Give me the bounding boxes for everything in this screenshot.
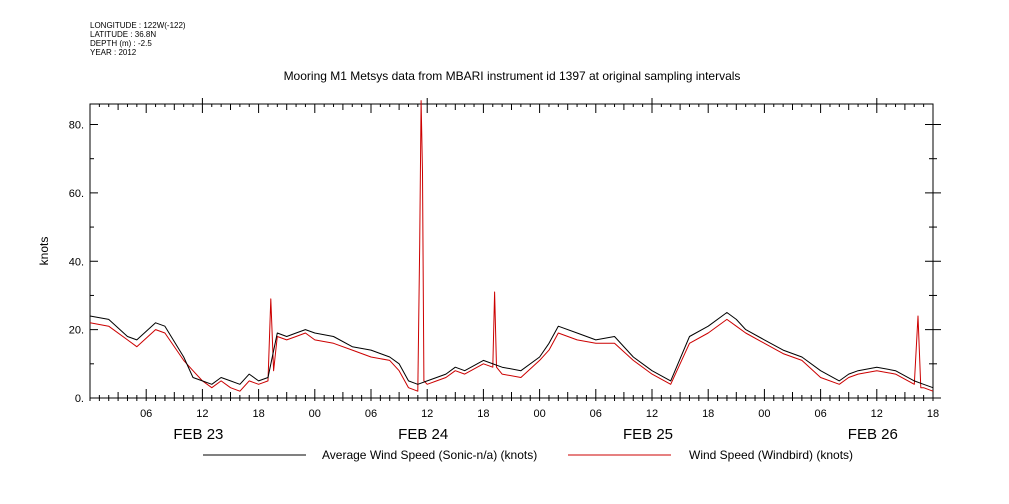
plot-frame [89, 103, 934, 399]
y-tick-label: 0. [75, 393, 84, 405]
x-tick-label: 12 [646, 408, 658, 420]
legend: Average Wind Speed (Sonic-n/a) (knots) Wi… [203, 448, 853, 462]
x-tick-label: 18 [477, 408, 489, 420]
x-tick-label: 18 [252, 408, 264, 420]
x-tick-label: 00 [758, 408, 770, 420]
x-day-label: FEB 25 [623, 426, 673, 443]
series-layer [89, 100, 934, 392]
x-day-label: FEB 26 [848, 426, 898, 443]
x-tick-label: 06 [365, 408, 377, 420]
x-tick-label: 12 [196, 408, 208, 420]
chart-title: Mooring M1 Metsys data from MBARI instru… [284, 69, 741, 83]
x-tick-label: 06 [590, 408, 602, 420]
series-sonic-line [89, 312, 934, 389]
x-tick-label: 18 [702, 408, 714, 420]
x-tick-label: 12 [871, 408, 883, 420]
x-tick-label: 00 [533, 408, 545, 420]
year-label: YEAR : 2012 [90, 48, 137, 57]
series-windbird-line [89, 100, 934, 392]
y-tick-label: 60. [69, 188, 84, 200]
axis-ticks: 0. 20. 40. 60. 80. 06 12 18 00 06 12 18 00 06 12 18 00 06… [69, 98, 941, 443]
y-tick-label: 20. [69, 325, 84, 337]
x-tick-label: 18 [927, 408, 939, 420]
x-tick-label: 06 [140, 408, 152, 420]
y-tick-label: 40. [69, 256, 84, 268]
latitude-label: LATITUDE : 36.8N [90, 30, 157, 39]
x-tick-label: 06 [814, 408, 826, 420]
y-axis-label: knots [37, 237, 51, 266]
x-day-label: FEB 24 [398, 426, 448, 443]
x-tick-label: 12 [421, 408, 433, 420]
legend-label-sonic: Average Wind Speed (Sonic-n/a) (knots) [322, 448, 537, 462]
x-day-label: FEB 23 [173, 426, 223, 443]
legend-label-windbird: Wind Speed (Windbird) (knots) [689, 448, 853, 462]
depth-label: DEPTH (m) : -2.5 [90, 39, 152, 48]
x-tick-label: 00 [309, 408, 321, 420]
y-tick-label: 80. [69, 120, 84, 132]
longitude-label: LONGITUDE : 122W(-122) [90, 21, 186, 30]
metadata-block: LONGITUDE : 122W(-122) LATITUDE : 36.8N … [90, 21, 186, 57]
